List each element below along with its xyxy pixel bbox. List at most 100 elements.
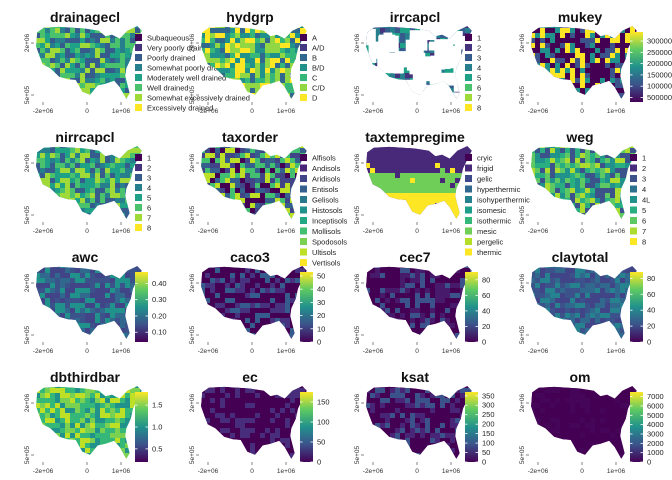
map-cell xyxy=(260,308,265,313)
map-cell xyxy=(50,293,55,298)
map-cell xyxy=(40,146,45,148)
map-cell xyxy=(425,323,430,328)
map-cell xyxy=(75,288,80,293)
map-cell xyxy=(110,58,115,63)
map-cell xyxy=(40,168,45,173)
map-cell xyxy=(120,298,125,303)
map-cell xyxy=(55,283,60,288)
map-cell xyxy=(80,323,85,328)
map-cell xyxy=(550,313,555,318)
map-cell xyxy=(250,163,255,168)
map-gap xyxy=(428,41,449,50)
map-cell xyxy=(85,98,90,99)
map-cell xyxy=(460,293,465,298)
map-cell xyxy=(85,418,90,423)
map-cell xyxy=(455,323,460,328)
map-cell xyxy=(445,173,450,178)
map-cell xyxy=(215,48,220,53)
panel-title: irrcapcl xyxy=(390,9,441,25)
map-cell xyxy=(201,26,205,28)
map-cell xyxy=(565,203,570,208)
map-cell xyxy=(555,198,560,203)
map-cell xyxy=(440,148,445,153)
x-tick-label: 1e+06 xyxy=(277,348,296,355)
map-cell xyxy=(120,88,125,93)
map-cell xyxy=(125,278,130,283)
map-cell xyxy=(110,48,115,53)
map-cell xyxy=(550,213,555,218)
map-cell xyxy=(50,48,55,53)
map-cell xyxy=(615,38,620,43)
y-tick-label: 5e+05 xyxy=(519,85,526,104)
map-cell xyxy=(201,193,205,198)
map-cell xyxy=(570,198,575,203)
map-cell xyxy=(100,33,105,38)
map-cell xyxy=(255,278,260,283)
map-cell xyxy=(215,298,220,303)
map-cell xyxy=(290,198,295,203)
map-cell xyxy=(430,318,435,323)
map-cell xyxy=(130,168,135,173)
map-cell xyxy=(110,188,115,193)
map-cell xyxy=(585,193,590,198)
map-cell xyxy=(235,163,240,168)
legend-label: gelic xyxy=(477,175,493,184)
map-cell xyxy=(80,308,85,313)
map-cell xyxy=(385,198,390,203)
map-cell xyxy=(540,218,545,219)
map-cell xyxy=(545,203,550,208)
map-cell xyxy=(545,278,550,283)
map-cell xyxy=(570,68,575,73)
map-cell xyxy=(580,78,585,83)
map-cell xyxy=(455,98,460,99)
map-cell xyxy=(80,163,85,168)
map-cell xyxy=(280,303,285,308)
map-cell xyxy=(80,273,85,278)
map-cell xyxy=(405,188,410,193)
map-cell xyxy=(260,268,265,273)
map-cell xyxy=(545,188,550,193)
map-cell xyxy=(535,173,540,178)
map-cell xyxy=(440,183,445,188)
map-cell xyxy=(120,313,125,318)
map-cell xyxy=(375,93,380,98)
map-cell xyxy=(240,173,245,178)
map-cell xyxy=(75,163,80,168)
map-cell xyxy=(400,208,405,213)
map-cell xyxy=(110,323,115,328)
map-cell xyxy=(531,33,535,38)
map-cell xyxy=(390,188,395,193)
map-cell xyxy=(125,403,130,408)
map-cell xyxy=(210,83,215,88)
map-cell xyxy=(405,328,410,333)
map-cell xyxy=(70,268,75,273)
map-cell xyxy=(265,168,270,173)
map-cell xyxy=(285,203,290,208)
map-cell xyxy=(540,26,545,28)
legend-swatch xyxy=(300,154,307,161)
map-cell xyxy=(590,78,595,83)
map-cell xyxy=(125,48,130,53)
map-cell xyxy=(220,153,225,158)
map-cell xyxy=(380,268,385,273)
map-cell xyxy=(255,53,260,58)
map-cell xyxy=(585,43,590,48)
map-cell xyxy=(60,38,65,43)
map-cell xyxy=(290,273,295,278)
map-cell xyxy=(595,203,600,208)
map-cell xyxy=(455,148,460,153)
map-cell xyxy=(295,158,300,163)
map-cell xyxy=(535,73,540,78)
legend-label: D xyxy=(312,94,318,103)
map-cell xyxy=(50,173,55,178)
map-cell xyxy=(40,163,45,168)
map-cell xyxy=(540,338,545,339)
map-cell xyxy=(285,28,290,33)
map-cell xyxy=(235,183,240,188)
map-cell xyxy=(36,53,40,58)
map-cell xyxy=(75,283,80,288)
map-cell xyxy=(625,168,630,173)
map-cell xyxy=(90,283,95,288)
map-cell xyxy=(560,98,565,99)
map-cell xyxy=(460,58,465,63)
